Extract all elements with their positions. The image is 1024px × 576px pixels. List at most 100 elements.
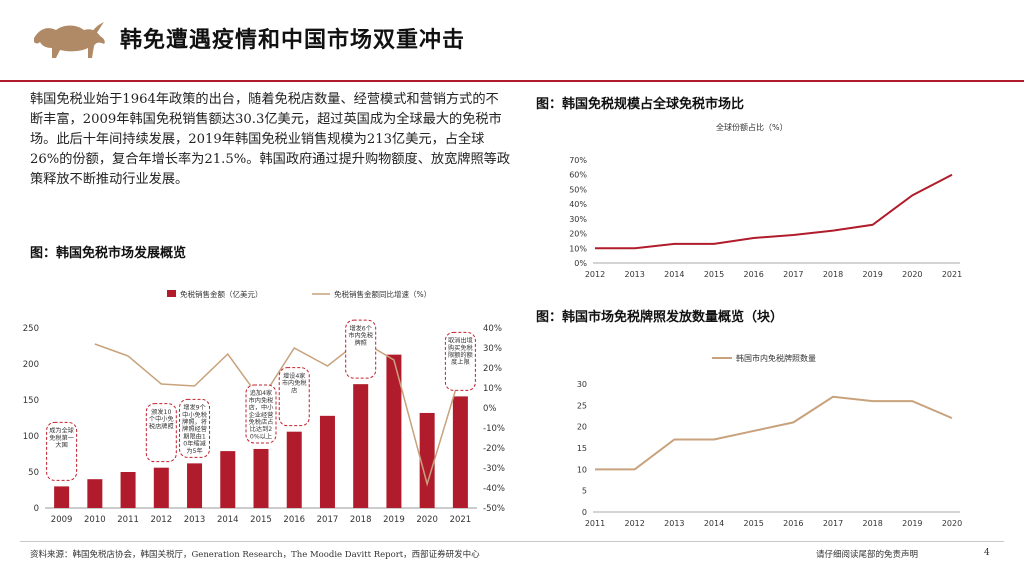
bar-2015 [253, 448, 269, 508]
x-tick-2017: 2017 [783, 270, 803, 279]
left-axis-tick: 100 [23, 432, 39, 442]
annotation-box-2013 [179, 398, 211, 458]
x-tick-2011: 2011 [585, 519, 605, 528]
annotation-box-2012 [145, 403, 177, 463]
x-tick-2013: 2013 [624, 270, 644, 279]
x-tick-2016: 2016 [783, 519, 803, 528]
x-tick-2014: 2014 [664, 270, 684, 279]
global-share-chart: 全球份额占比（%） 0% 10% 20% 30% 40% 50% 60% 70% 2012 2013… [569, 122, 962, 279]
right-axis-tick: -10% [483, 424, 505, 434]
y-tick: 30 [577, 380, 587, 389]
bar-2012 [153, 467, 169, 508]
y-tick: 30% [569, 215, 587, 224]
annotation-box-2016 [278, 367, 310, 427]
bar-2010 [87, 479, 103, 508]
right-axis-tick: -50% [483, 504, 505, 514]
page-number: 4 [984, 548, 990, 558]
x-tick-2011: 2011 [117, 515, 139, 525]
left-axis-tick: 50 [28, 468, 39, 478]
right-bottom-figure-title: 图：韩国市场免税牌照发放数量概览（块） [536, 310, 784, 325]
right-axis-tick: 0% [483, 404, 497, 414]
y-tick: 10% [569, 244, 587, 253]
legend-bar-swatch [167, 290, 176, 297]
intro-paragraph: 韩国免税业始于1964年政策的出台，随着免税店数量、经营模式和营销方式的不断丰富… [30, 92, 511, 187]
right-axis-tick: -40% [483, 484, 505, 494]
x-tick-2010: 2010 [84, 515, 106, 525]
right-axis-tick: 30% [483, 344, 502, 354]
left-axis-tick: 200 [23, 360, 39, 370]
page-title: 韩免遭遇疫情和中国市场双重冲击 [120, 28, 466, 53]
annotation-text-2013: 增发9个中小免税牌照，将牌照经营期限由1 0年缩减为5年 [182, 404, 207, 455]
right-axis-tick: -30% [483, 464, 505, 474]
x-tick-2019: 2019 [902, 519, 922, 528]
x-tick-2017: 2017 [823, 519, 843, 528]
right-top-figure-title: 图：韩国免税规模占全球免税市场比 [536, 97, 745, 112]
annotation-text-2009: 成为全球免税第一大国 [49, 427, 75, 449]
y-tick: 70% [569, 156, 587, 165]
footer-source: 资料来源：韩国免税店协会，韩国关税厅，Generation Research，T… [30, 550, 480, 560]
x-tick-2016: 2016 [743, 270, 763, 279]
y-tick: 5 [582, 487, 587, 496]
legend-label: 韩国市内免税牌照数量 [736, 353, 816, 363]
right-axis-tick: 20% [483, 364, 502, 374]
x-tick-2013: 2013 [664, 519, 684, 528]
y-tick: 0% [574, 259, 587, 268]
right-axis-tick: 10% [483, 384, 502, 394]
annotation-text-2012: 颁发10 个中小免税店牌照 [149, 408, 174, 430]
y-tick: 10 [577, 465, 587, 474]
y-tick: 40% [569, 200, 587, 209]
right-axis-tick: 40% [483, 324, 502, 334]
header-divider [0, 80, 1024, 82]
x-tick-2021: 2021 [942, 270, 962, 279]
legend-line-label: 免税销售金额同比增速（%） [334, 289, 431, 299]
y-tick: 20 [577, 423, 587, 432]
annotation-box-2021 [444, 331, 476, 391]
legend-bar-label: 免税销售金额（亿美元） [180, 289, 263, 299]
annotation-text-2018: 增发6个市内免税牌照 [348, 324, 373, 346]
annotation-box-2009 [46, 421, 78, 481]
sales-combo-chart: 免税销售金额（亿美元） 免税销售金额同比增速（%） 0 50 100 150 200 250 -… [23, 289, 505, 525]
x-tick-2020: 2020 [902, 270, 922, 279]
x-tick-2019: 2019 [862, 270, 882, 279]
annotation-box-2018 [345, 319, 377, 379]
footer-disclaimer[interactable]: 请仔细阅读尾部的免责声明 [816, 550, 919, 560]
legend-label: 全球份额占比（%） [716, 122, 788, 132]
bar-2013 [187, 463, 203, 508]
annotation-text-2015: 追加4家市内免税店，中小企业经营免税店占比达到2 0%以上 [249, 389, 275, 440]
bar-2021 [452, 396, 468, 508]
footer-divider [20, 541, 1004, 542]
left-axis-tick: 0 [34, 504, 39, 514]
bar-2018 [353, 384, 369, 508]
bar-2020 [419, 412, 435, 508]
left-figure-title: 图：韩国免税市场发展概览 [30, 246, 187, 261]
bull-logo-icon [34, 22, 105, 58]
growth-line [94, 339, 462, 487]
x-tick-2009: 2009 [51, 515, 73, 525]
x-tick-2015: 2015 [743, 519, 763, 528]
x-tick-2014: 2014 [704, 519, 724, 528]
x-tick-2021: 2021 [450, 515, 472, 525]
y-tick: 0 [582, 508, 587, 517]
y-tick: 60% [569, 171, 587, 180]
y-tick: 25 [577, 401, 587, 410]
bar-2016 [286, 431, 302, 508]
annotation-box-2015 [245, 384, 277, 444]
annotation-text-2016: 增设4家市内免税店 [282, 372, 307, 394]
x-tick-2014: 2014 [217, 515, 239, 525]
bar-2011 [120, 472, 136, 508]
x-tick-2018: 2018 [350, 515, 372, 525]
left-axis-tick: 150 [23, 396, 39, 406]
bar-2017 [319, 415, 335, 508]
bar-2009 [54, 486, 70, 508]
x-tick-2017: 2017 [317, 515, 339, 525]
right-axis-tick: -20% [483, 444, 505, 454]
bar-2014 [220, 451, 236, 508]
y-tick: 50% [569, 185, 587, 194]
y-tick: 20% [569, 230, 587, 239]
left-axis-tick: 250 [23, 324, 39, 334]
x-tick-2019: 2019 [383, 515, 405, 525]
x-tick-2013: 2013 [184, 515, 206, 525]
annotation-text-2021: 取消出境购买免税限额的额度上限 [448, 337, 474, 367]
x-tick-2015: 2015 [704, 270, 724, 279]
x-tick-2020: 2020 [942, 519, 962, 528]
